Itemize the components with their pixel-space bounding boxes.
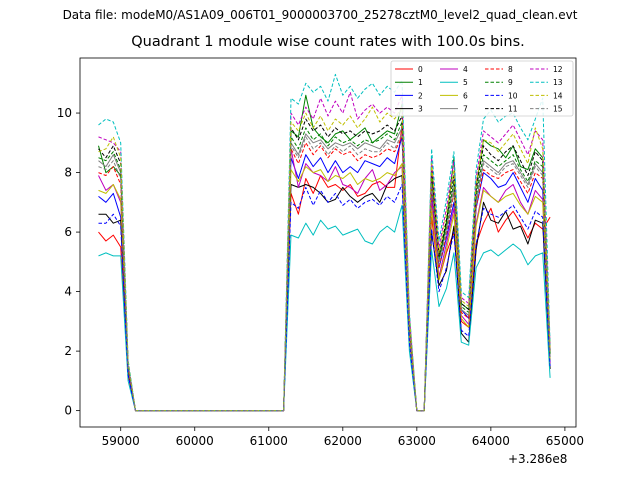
x-tick-label-5: 64000 [472,434,510,448]
legend-label-15: 15 [553,105,563,114]
y-tick-label-4: 8 [64,166,72,180]
y-tick-label-0: 0 [64,404,72,418]
x-tick-label-4: 63000 [398,434,436,448]
legend-box [390,60,574,117]
suptitle: Data file: modeM0/AS1A09_006T01_90000037… [62,8,578,22]
legend-label-12: 12 [553,65,563,74]
legend-label-11: 11 [508,105,518,114]
legend-label-4: 4 [463,65,468,74]
legend-label-6: 6 [463,91,468,100]
x-tick-label-6: 65000 [546,434,584,448]
x-tick-label-3: 62000 [324,434,362,448]
x-offset-label: +3.286e8 [508,452,568,466]
series-line-3 [98,175,551,412]
x-tick-label-2: 61000 [250,434,288,448]
plot-frame [79,57,577,428]
series-line-6 [98,163,551,412]
x-tick-label-1: 60000 [176,434,214,448]
legend-label-14: 14 [553,91,563,100]
y-tick-label-2: 4 [64,285,72,299]
y-tick-label-1: 2 [64,344,72,358]
series-line-4 [98,148,551,412]
legend-label-5: 5 [463,78,468,87]
legend-label-1: 1 [418,78,423,87]
series-line-15 [98,133,551,412]
series-line-10 [98,184,551,412]
series-line-13 [98,73,551,412]
legend-label-2: 2 [418,91,423,100]
legend-label-8: 8 [508,65,513,74]
legend-label-9: 9 [508,78,513,87]
legend-label-0: 0 [418,65,423,74]
legend-label-3: 3 [418,105,423,114]
x-tick-label-0: 59000 [102,434,140,448]
legend-label-7: 7 [463,105,468,114]
legend-label-13: 13 [553,78,563,87]
series-line-1 [98,94,551,412]
y-tick-label-5: 10 [57,106,72,120]
legend-label-10: 10 [508,91,518,100]
y-tick-label-3: 6 [64,225,72,239]
series-line-5 [98,204,551,412]
chart-title: Quadrant 1 module wise count rates with … [131,34,525,50]
